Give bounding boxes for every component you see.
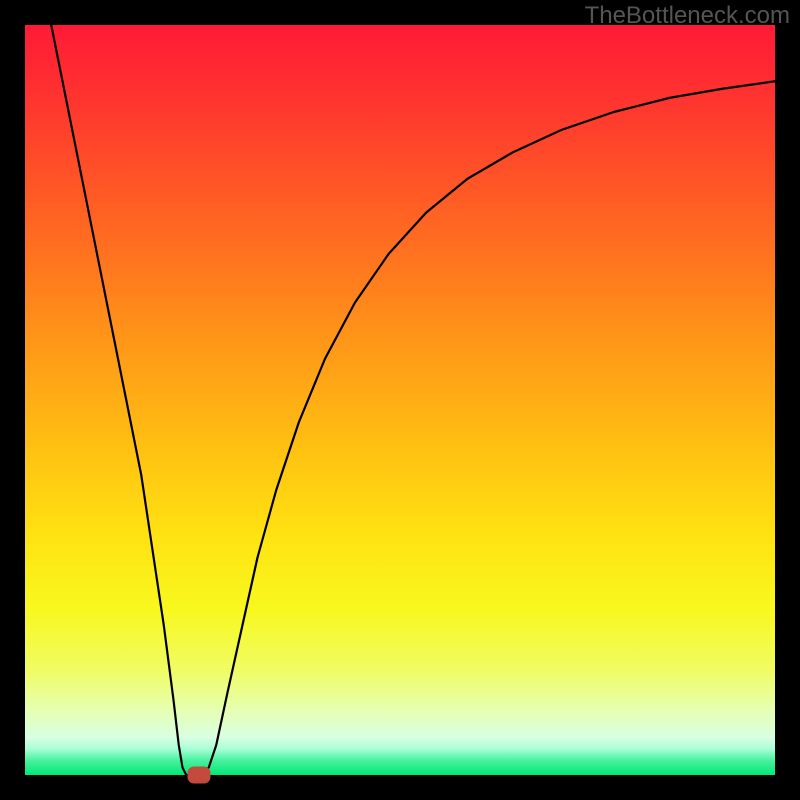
optimal-marker	[188, 767, 210, 783]
optimal-marker-layer	[0, 0, 800, 800]
watermark-text: TheBottleneck.com	[585, 2, 790, 30]
chart-container: TheBottleneck.com	[0, 0, 800, 800]
